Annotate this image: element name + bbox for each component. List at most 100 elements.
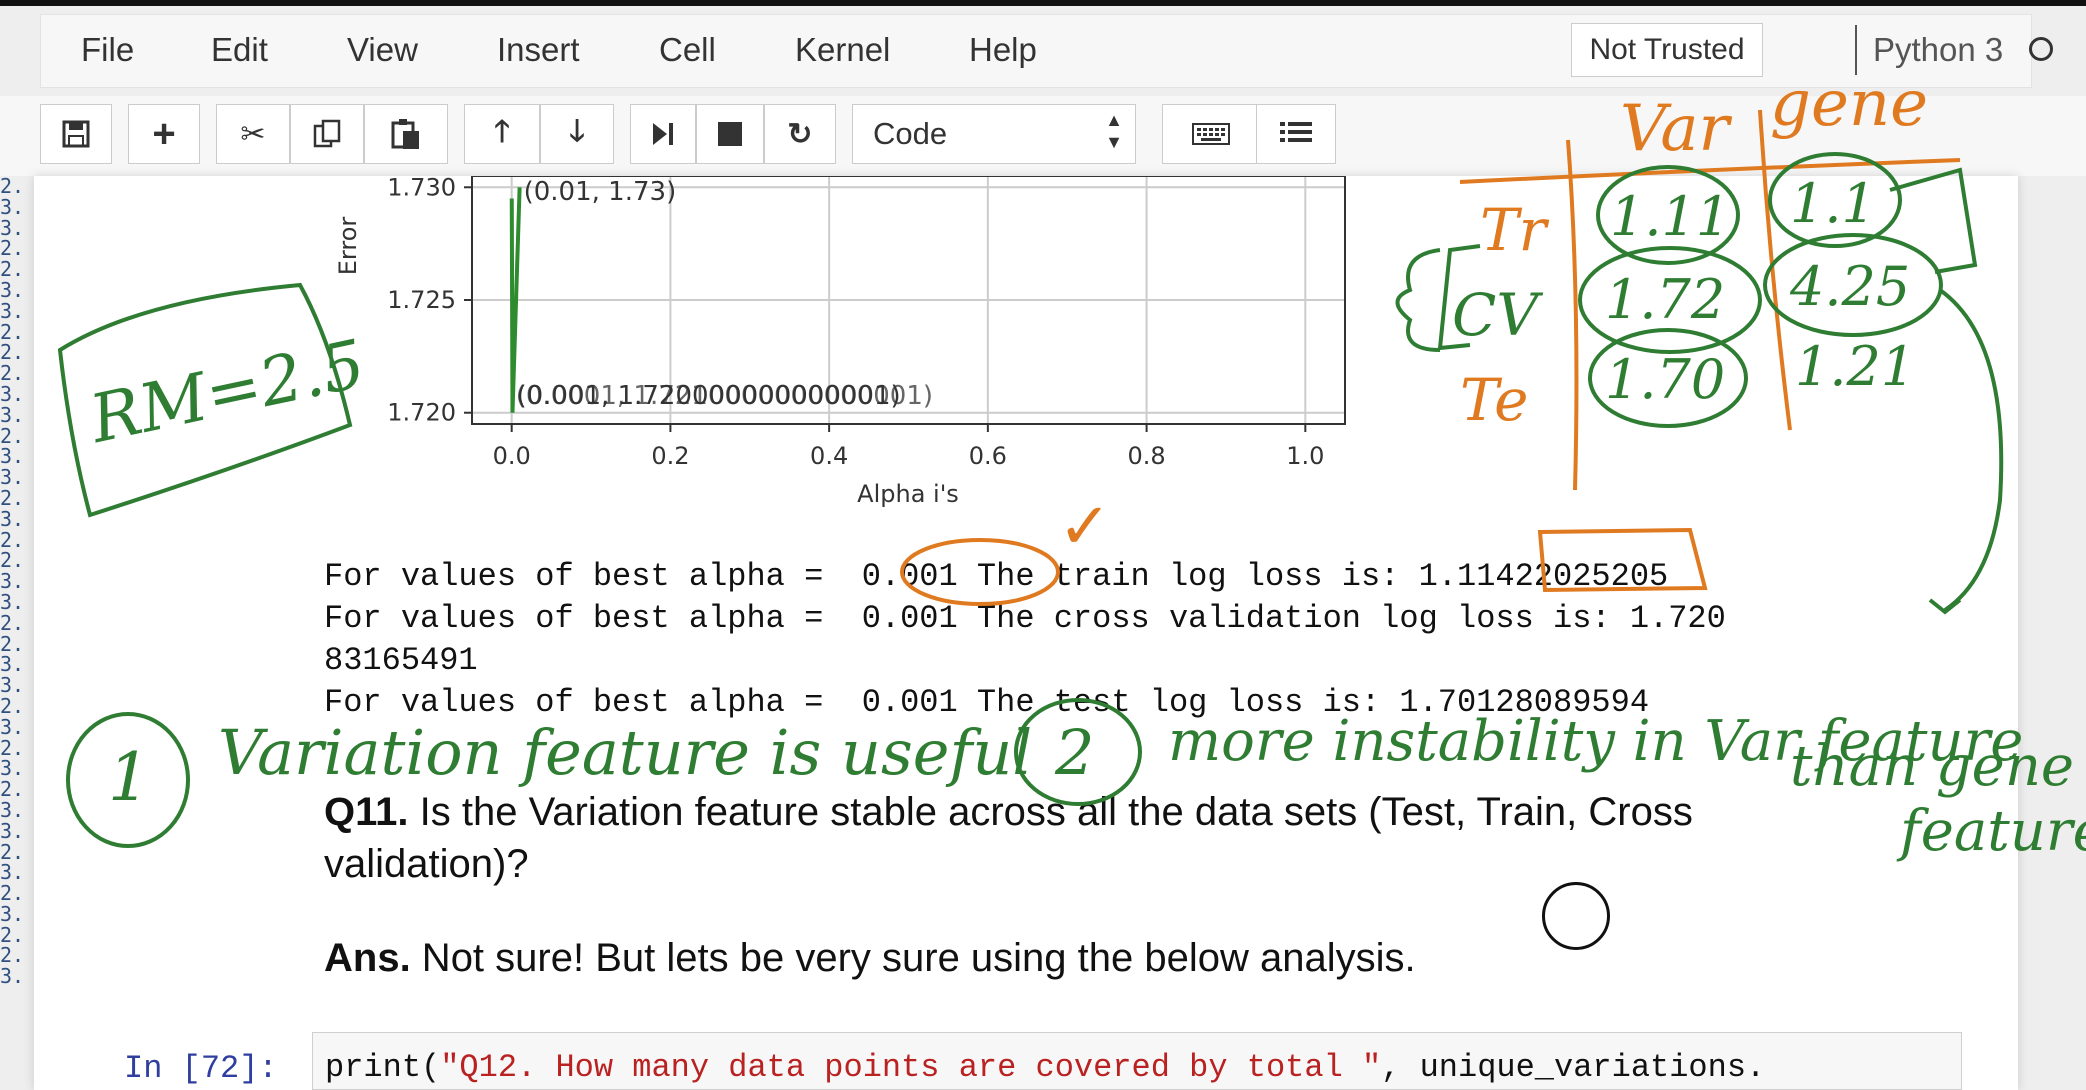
cell-type-value: Code — [873, 116, 948, 151]
arrow-up-icon: 🡑 — [494, 114, 510, 148]
gutter-line-number: 2. — [0, 735, 24, 760]
x-tick-label: 0.4 — [810, 442, 848, 470]
restart-icon: ↻ — [787, 117, 813, 151]
code-cell-editor[interactable]: print("Q12. How many data points are cov… — [312, 1032, 1962, 1090]
code-line: print("Q12. How many data points are cov… — [325, 1049, 1765, 1086]
menu-file[interactable]: File — [81, 31, 135, 68]
menu-edit[interactable]: Edit — [211, 31, 268, 68]
gutter-line-number: 2. — [0, 176, 24, 198]
cell-type-select[interactable]: Code ▲ ▼ — [852, 104, 1136, 164]
save-button[interactable] — [40, 104, 112, 164]
code-string: "Q12. How many data points are covered b… — [440, 1049, 1382, 1086]
gutter-line-number: 3. — [0, 860, 24, 885]
output-line-cv-cont: 83165491 — [324, 642, 478, 679]
gutter-line-number: 2. — [0, 631, 24, 656]
menu-cell[interactable]: Cell — [659, 31, 716, 68]
kernel-separator — [1855, 25, 1857, 75]
chart-ticks: 0.0 0.2 0.4 0.6 0.8 1.0 1.720 1.725 1.730 — [387, 176, 1324, 470]
gutter-line-number: 3. — [0, 964, 24, 989]
answer-line: Ans. Not sure! But lets be very sure usi… — [324, 936, 1416, 981]
cut-button[interactable]: ✂ — [216, 104, 290, 164]
gutter-line-number: 3. — [0, 589, 24, 614]
interrupt-button[interactable] — [696, 104, 764, 164]
answer-text: Not sure! But lets be very sure using th… — [410, 936, 1416, 980]
gutter-line-number: 3. — [0, 465, 24, 490]
gutter-line-number: 3. — [0, 652, 24, 677]
line-number-gutter: 2. 3. 3. 2. 2. 3. 3. 2. 2. 2. 3. 3. 2. 3. 3. 2. 3. 2. 2. 3.… — [0, 176, 24, 1090]
point-annotation: (0.0001, 1.7210000000000001) — [516, 381, 933, 411]
kernel-name: Python 3 — [1873, 31, 2004, 68]
menu-insert[interactable]: Insert — [497, 31, 580, 68]
not-trusted-button[interactable]: Not Trusted — [1571, 23, 1763, 77]
copy-icon — [313, 119, 341, 148]
x-tick-label: 0.8 — [1128, 442, 1166, 470]
menu-help[interactable]: Help — [969, 31, 1037, 68]
gutter-line-number: 3. — [0, 194, 24, 219]
x-tick-label: 0.0 — [493, 442, 531, 470]
gutter-line-number: 2. — [0, 839, 24, 864]
chart-y-axis-label: Error — [334, 217, 362, 276]
y-tick-label: 1.725 — [387, 286, 456, 314]
code-function: print( — [325, 1049, 441, 1086]
copy-button[interactable] — [290, 104, 364, 164]
x-tick-label: 0.6 — [969, 442, 1007, 470]
gutter-line-number: 2. — [0, 319, 24, 344]
run-button[interactable] — [630, 104, 696, 164]
output-line-cv: For values of best alpha = 0.001 The cro… — [324, 600, 1726, 637]
gutter-line-number: 2. — [0, 943, 24, 968]
gutter-line-number: 3. — [0, 756, 24, 781]
point-annotation: (0.01, 1.73) — [524, 177, 677, 207]
gutter-line-number: 2. — [0, 610, 24, 635]
gutter-line-number: 3. — [0, 901, 24, 926]
restart-button[interactable]: ↻ — [764, 104, 836, 164]
question-text: Is the Variation feature stable across a… — [408, 790, 1693, 834]
gutter-line-number: 3. — [0, 215, 24, 240]
gutter-line-number: 3. — [0, 277, 24, 302]
move-up-button[interactable]: 🡑 — [464, 104, 540, 164]
select-arrows-icon: ▲ ▼ — [1105, 110, 1123, 152]
gutter-line-number: 2. — [0, 548, 24, 573]
cell-prompt: In [72]: — [124, 1050, 278, 1087]
gutter-line-number: 3. — [0, 298, 24, 323]
gutter-line-number: 2. — [0, 361, 24, 386]
gutter-line-number: 3. — [0, 381, 24, 406]
y-tick-label: 1.720 — [387, 399, 456, 427]
plus-icon: + — [152, 111, 176, 156]
gutter-line-number: 2. — [0, 485, 24, 510]
chart-annotations: (0.01, 1.73) (0.001, 1.720000000000001)(0… — [516, 177, 933, 411]
gutter-line-number: 3. — [0, 402, 24, 427]
x-tick-label: 0.2 — [651, 442, 689, 470]
code-rest: , unique_variations. — [1381, 1049, 1766, 1086]
answer-label: Ans. — [324, 936, 411, 980]
gutter-line-number: 2. — [0, 527, 24, 552]
error-series-line — [509, 187, 522, 413]
paste-button[interactable] — [364, 104, 448, 164]
insert-cell-button[interactable]: + — [128, 104, 200, 164]
gutter-line-number: 2. — [0, 423, 24, 448]
cursor-icon — [1542, 882, 1610, 950]
gutter-line-number: 3. — [0, 444, 24, 469]
output-line-train: For values of best alpha = 0.001 The tra… — [324, 558, 1669, 595]
question-label: Q11. — [324, 790, 409, 834]
menu-view[interactable]: View — [347, 31, 418, 68]
gutter-line-number: 2. — [0, 881, 24, 906]
gutter-line-number: 3. — [0, 506, 24, 531]
gutter-line-number: 2. — [0, 340, 24, 365]
gutter-line-number: 2. — [0, 693, 24, 718]
gutter-line-number: 2. — [0, 777, 24, 802]
gutter-line-number: 2. — [0, 922, 24, 947]
menu-bar: File Edit View Insert Cell Kernel Help N… — [40, 14, 2053, 88]
keyboard-icon — [1192, 123, 1230, 145]
paste-icon — [391, 119, 419, 149]
error-vs-alpha-chart: 0.0 0.2 0.4 0.6 0.8 1.0 1.720 1.725 1.730 (0.01,… — [334, 176, 1346, 508]
chart-series — [509, 187, 522, 413]
gutter-line-number: 2. — [0, 257, 24, 282]
move-down-button[interactable]: 🡓 — [540, 104, 614, 164]
arrow-down-icon: 🡓 — [569, 114, 585, 148]
skip-next-icon — [653, 123, 673, 145]
menu-kernel[interactable]: Kernel — [795, 31, 891, 68]
gutter-line-number: 3. — [0, 714, 24, 739]
chart-x-axis-label: Alpha i's — [857, 480, 959, 508]
command-palette-button[interactable] — [1162, 104, 1260, 164]
cell-toolbar-button[interactable] — [1256, 104, 1336, 164]
